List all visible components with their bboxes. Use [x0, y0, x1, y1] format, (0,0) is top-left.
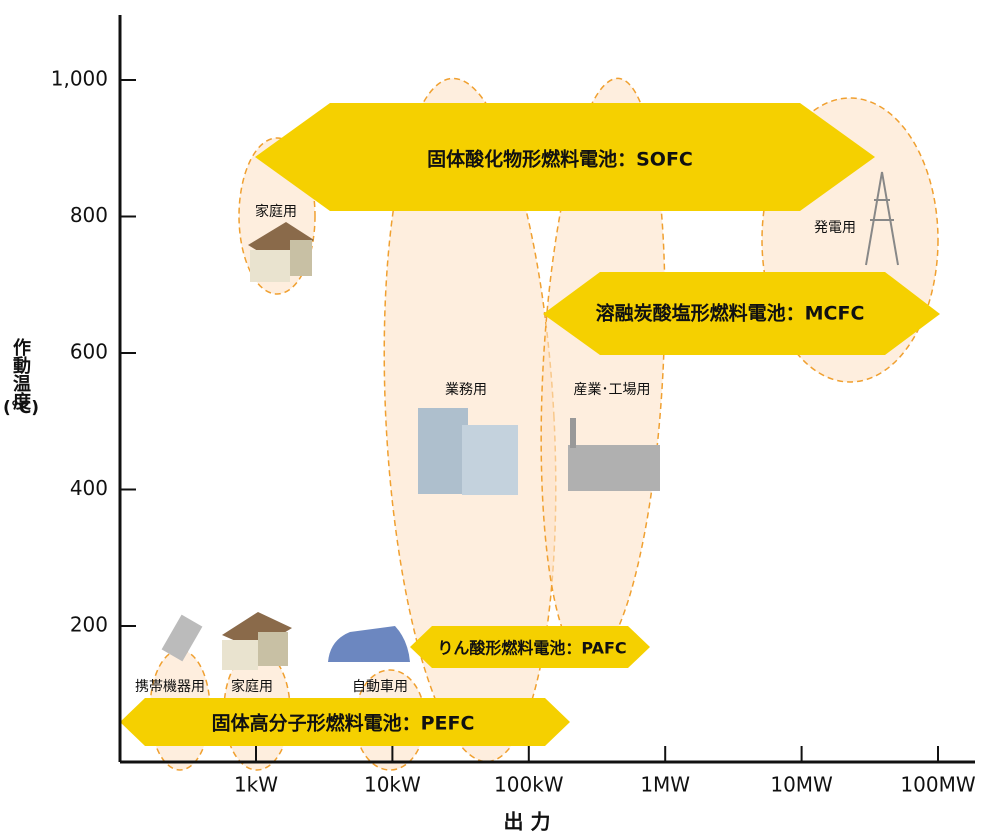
building [462, 425, 518, 495]
arrows [120, 103, 940, 746]
x-tick-label: 100MW [900, 773, 975, 797]
house [258, 632, 288, 666]
y-axis-title: 作動温度 [10, 337, 31, 411]
x-tick-label: 1kW [234, 773, 278, 797]
house [250, 250, 290, 282]
application-label: 家庭用 [231, 678, 273, 695]
arrow-label: 溶融炭酸塩形燃料電池：MCFC [596, 302, 865, 325]
car [328, 626, 410, 662]
house [290, 240, 312, 276]
arrow [543, 272, 940, 355]
y-tick-label: 200 [70, 613, 108, 637]
factory [568, 445, 660, 491]
arrow-label: 固体酸化物形燃料電池：SOFC [427, 148, 693, 171]
application-label: 業務用 [445, 382, 487, 398]
x-tick-label: 1MW [640, 773, 690, 797]
x-tick-label: 10kW [364, 773, 421, 797]
y-tick-label: 1,000 [51, 67, 108, 91]
ticks: 1,000 800 600 400 200 1kW 10kW 100kW 1MW 10MW 100M… [51, 67, 976, 797]
y-tick-label: 600 [70, 340, 108, 364]
y-axis-unit: (℃) [3, 398, 39, 418]
x-tick-label: 100kW [494, 773, 564, 797]
application-label: 産業･工場用 [574, 382, 651, 398]
phone [161, 614, 203, 662]
y-tick-label: 400 [70, 476, 108, 500]
arrow-label: りん酸形燃料電池：PAFC [437, 639, 626, 658]
application-label: 発電用 [814, 220, 856, 236]
chimney [570, 418, 576, 448]
application-label: 携帯機器用 [135, 679, 205, 695]
building [418, 408, 468, 494]
ellipse [540, 77, 666, 663]
arrow [120, 698, 570, 746]
application-label: 家庭用 [255, 203, 297, 220]
arrow [255, 103, 875, 211]
arrow-label: 固体高分子形燃料電池：PEFC [212, 712, 475, 735]
application-label: 自動車用 [352, 678, 408, 695]
x-tick-label: 10MW [770, 773, 833, 797]
axes [118, 15, 975, 764]
tower [865, 171, 899, 266]
arrow [410, 626, 650, 668]
house [222, 640, 258, 670]
icons [161, 171, 899, 670]
y-tick-label: 800 [70, 203, 108, 227]
x-axis-title: 出 力 [504, 810, 551, 834]
